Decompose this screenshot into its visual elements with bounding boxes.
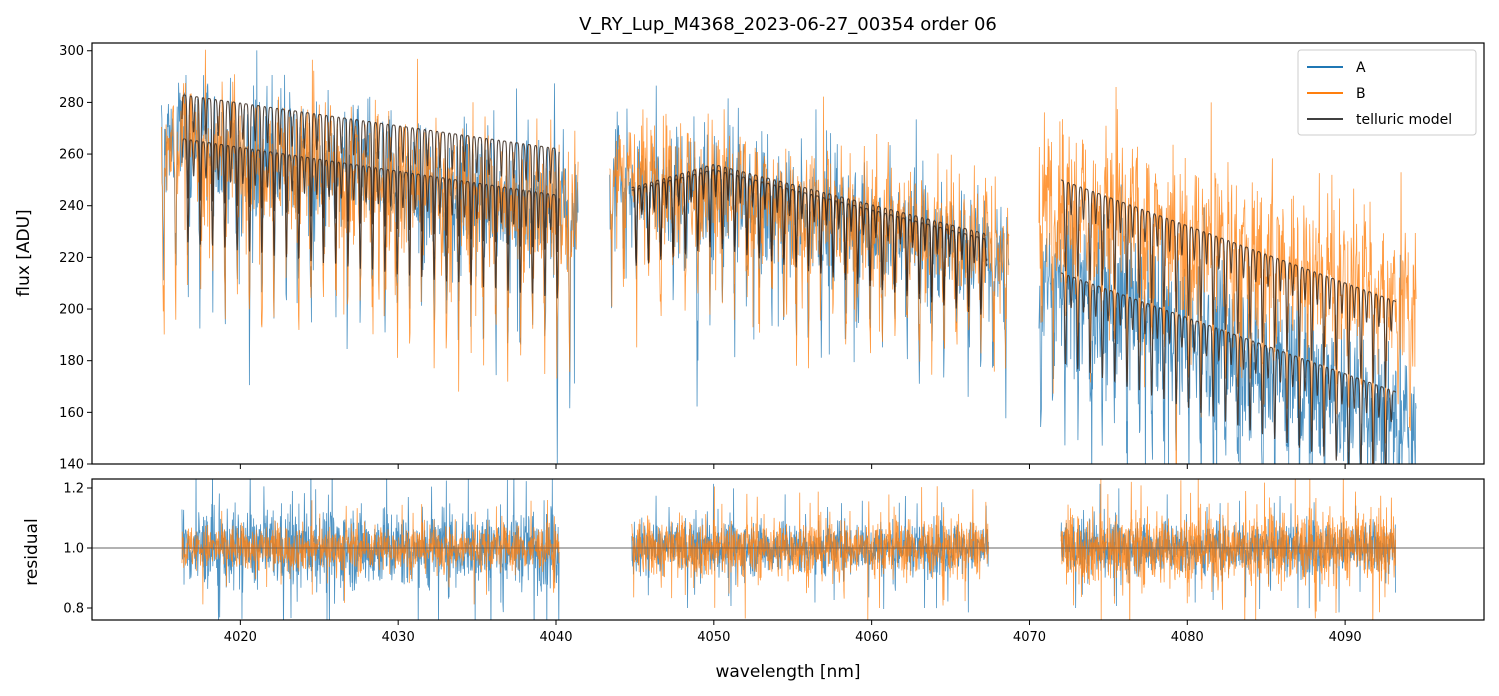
flux-y-tick-label: 300	[59, 44, 84, 59]
x-tick-label: 4060	[855, 630, 888, 645]
x-tick-label: 4040	[539, 630, 572, 645]
chart-title: V_RY_Lup_M4368_2023-06-27_00354 order 06	[579, 14, 997, 35]
residual-panel: 0.81.01.2 4020 4030 4040 4050 4060 4070 4080 40…	[22, 478, 1485, 645]
residual-y-ticks: 0.8 1.0 1.2	[63, 482, 92, 617]
flux-y-tick-label: 140	[59, 458, 84, 473]
telluric-model-a-segment-3	[1060, 272, 1397, 464]
series-b-residual-segment-3	[1060, 479, 1397, 620]
legend-box	[1297, 49, 1477, 136]
legend-label-model: telluric model	[1356, 112, 1452, 128]
residual-plot-area	[92, 479, 1484, 620]
residual-y-axis-label: residual	[22, 518, 42, 585]
x-tick-label: 4030	[382, 630, 415, 645]
flux-y-tick-label: 260	[59, 148, 84, 163]
telluric-model-b-segment-2	[631, 169, 988, 315]
telluric-model-b-segment-1	[181, 138, 560, 299]
flux-y-tick-label: 220	[59, 251, 84, 266]
x-tick-label: 4080	[1171, 630, 1204, 645]
residual-y-tick-label: 1.0	[63, 542, 84, 557]
x-tick-label: 4020	[224, 630, 257, 645]
legend: A B telluric model	[1297, 49, 1477, 136]
flux-y-tick-label: 240	[59, 199, 84, 214]
legend-label-b: B	[1356, 86, 1366, 102]
telluric-model-a-segment-1	[181, 94, 560, 252]
telluric-model-b-segment-3	[1060, 179, 1397, 388]
series-b-residual-segment-1	[181, 499, 560, 605]
residual-axes-frame	[91, 478, 1485, 621]
flux-x-ticks	[239, 464, 1346, 469]
x-axis-label: wavelength [nm]	[715, 662, 860, 682]
flux-y-ticks: 140 160 180 200 220 240 260 280 300	[59, 44, 92, 473]
residual-y-tick-label: 0.8	[63, 602, 84, 617]
residual-y-tick-label: 1.2	[63, 482, 84, 497]
flux-y-tick-label: 160	[59, 406, 84, 421]
flux-plot-area	[161, 49, 1417, 464]
x-tick-label: 4050	[697, 630, 730, 645]
x-tick-label: 4070	[1013, 630, 1046, 645]
flux-axes-frame	[91, 42, 1485, 465]
flux-y-tick-label: 180	[59, 354, 84, 369]
series-a-flux-segment-3	[1038, 184, 1417, 464]
flux-y-tick-label: 200	[59, 303, 84, 318]
flux-panel: 140 160 180 200 220 240 260 280 300 flux [ADU]	[14, 42, 1485, 473]
flux-y-axis-label: flux [ADU]	[14, 209, 34, 296]
series-b-residual-segment-2	[631, 486, 989, 620]
flux-y-tick-label: 280	[59, 96, 84, 111]
residual-x-ticks: 4020 4030 4040 4050 4060 4070 4080 4090	[224, 620, 1362, 645]
legend-label-a: A	[1356, 60, 1366, 76]
x-tick-label: 4090	[1329, 630, 1362, 645]
